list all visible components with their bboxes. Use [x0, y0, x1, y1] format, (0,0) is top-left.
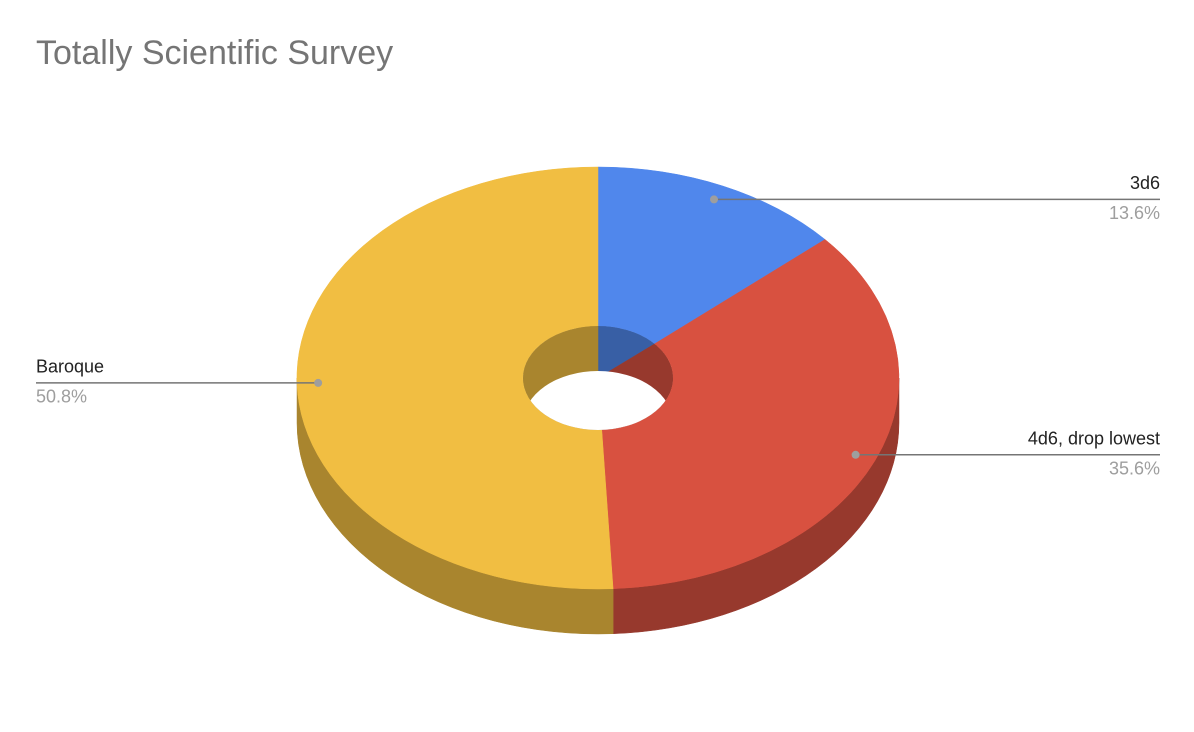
- chart-title: Totally Scientific Survey: [36, 34, 393, 72]
- legend-label: 3d6: [1130, 173, 1160, 193]
- hole-wall: [597, 326, 656, 379]
- leader-dot: [709, 195, 718, 204]
- hole: [523, 326, 673, 430]
- value-label: 50.8%: [36, 387, 87, 407]
- legend-label: 4d6, drop lowest: [1028, 429, 1160, 449]
- slice: [296, 166, 614, 590]
- legend-label: Baroque: [36, 357, 104, 377]
- hole-opening: [523, 371, 673, 430]
- value-label: 35.6%: [1109, 459, 1160, 479]
- leader-dot: [314, 378, 323, 387]
- value-label: 13.6%: [1109, 203, 1160, 223]
- leader-dot: [851, 450, 860, 459]
